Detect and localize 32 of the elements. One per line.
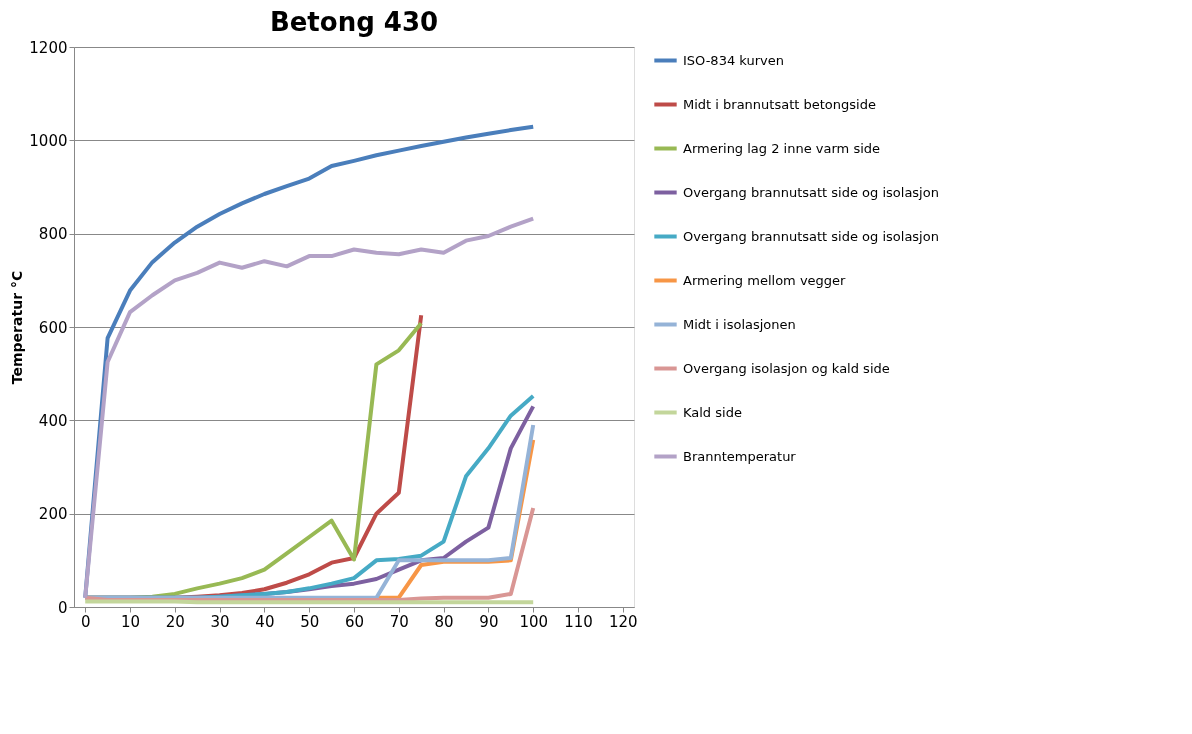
x-tick-label: 0 (80, 612, 91, 631)
x-tick-label: 20 (165, 612, 185, 631)
legend-label: Branntemperatur (683, 448, 797, 464)
legend-label: Midt i isolasjonen (683, 316, 796, 332)
y-tick-label: 1000 (29, 131, 68, 150)
y-tick-label: 1200 (29, 38, 68, 57)
legend-label: Overgang isolasjon og kald side (683, 360, 890, 376)
chart-title: Betong 430 (269, 7, 439, 37)
legend-label: Overgang brannutsatt side og isolasjon (683, 184, 939, 200)
legend-label: Armering lag 2 inne varm side (683, 140, 881, 156)
x-tick-label: 70 (389, 612, 409, 631)
legend-label: ISO-834 kurven (683, 52, 784, 68)
x-tick-label: 60 (344, 612, 365, 631)
y-axis-title: Temperatur °C (9, 270, 26, 385)
x-tick-label: 10 (120, 612, 141, 631)
y-tick-label: 200 (38, 505, 68, 524)
x-tick-label: 50 (300, 612, 320, 631)
legend-label: Armering mellom vegger (683, 272, 847, 288)
x-tick-label: 110 (564, 612, 593, 631)
x-tick-label: 120 (608, 612, 638, 631)
y-tick-label: 400 (38, 411, 68, 430)
x-tick-label: 40 (255, 612, 275, 631)
legend-label: Kald side (683, 404, 742, 420)
y-tick-label: 800 (38, 225, 68, 244)
x-tick-label: 100 (519, 612, 549, 631)
y-tick-label: 600 (38, 318, 68, 337)
x-tick-label: 80 (434, 612, 454, 631)
x-tick-label: 90 (479, 612, 499, 631)
x-tick-label: 30 (210, 612, 230, 631)
y-tick-label: 0 (57, 598, 68, 617)
legend-label: Midt i brannutsatt betongside (683, 96, 876, 112)
legend-label: Overgang brannutsatt side og isolasjon (683, 228, 939, 244)
